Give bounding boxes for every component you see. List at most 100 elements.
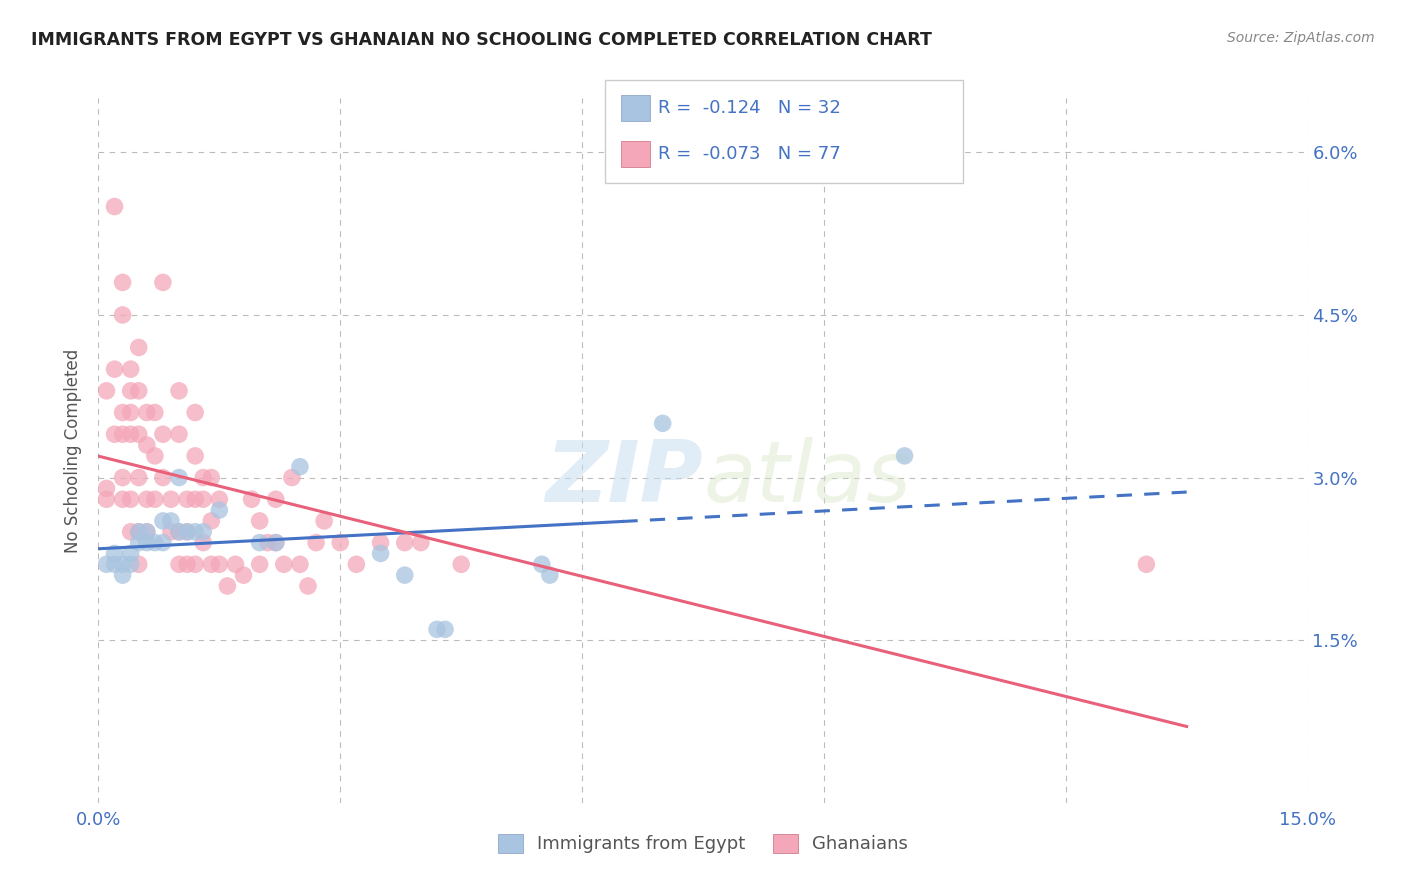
Point — [184, 524, 207, 539]
Point — [893, 449, 915, 463]
Point — [176, 524, 198, 539]
Point — [200, 558, 222, 572]
Point — [273, 558, 295, 572]
Point — [193, 524, 215, 539]
Point — [160, 524, 183, 539]
Point — [1135, 558, 1157, 572]
Point — [370, 546, 392, 560]
Text: R =  -0.073   N = 77: R = -0.073 N = 77 — [658, 145, 841, 163]
Point — [120, 524, 142, 539]
Point — [128, 558, 150, 572]
Point — [394, 535, 416, 549]
Point — [167, 470, 190, 484]
Point — [111, 405, 134, 419]
Point — [128, 341, 150, 355]
Point — [176, 492, 198, 507]
Point — [111, 558, 134, 572]
Point — [176, 524, 198, 539]
Point — [264, 492, 287, 507]
Point — [120, 492, 142, 507]
Point — [193, 535, 215, 549]
Point — [111, 308, 134, 322]
Point — [120, 384, 142, 398]
Point — [135, 535, 157, 549]
Text: atlas: atlas — [703, 437, 911, 520]
Point — [120, 405, 142, 419]
Point — [184, 405, 207, 419]
Point — [264, 535, 287, 549]
Point — [167, 384, 190, 398]
Point — [370, 535, 392, 549]
Point — [434, 623, 457, 637]
Point — [111, 276, 134, 290]
Point — [152, 514, 174, 528]
Point — [249, 535, 271, 549]
Point — [111, 470, 134, 484]
Point — [256, 535, 278, 549]
Point — [120, 362, 142, 376]
Point — [208, 492, 231, 507]
Point — [111, 492, 134, 507]
Point — [128, 535, 150, 549]
Point — [249, 558, 271, 572]
Point — [103, 427, 125, 442]
Point — [160, 514, 183, 528]
Point — [530, 558, 553, 572]
Point — [152, 276, 174, 290]
Point — [200, 514, 222, 528]
Point — [96, 384, 118, 398]
Point — [193, 492, 215, 507]
Point — [152, 427, 174, 442]
Point — [344, 558, 367, 572]
Point — [135, 405, 157, 419]
Point — [135, 524, 157, 539]
Point — [208, 558, 231, 572]
Point — [143, 492, 166, 507]
Text: Source: ZipAtlas.com: Source: ZipAtlas.com — [1227, 31, 1375, 45]
Point — [288, 459, 311, 474]
Point — [297, 579, 319, 593]
Point — [288, 558, 311, 572]
Y-axis label: No Schooling Completed: No Schooling Completed — [65, 349, 83, 552]
Point — [184, 492, 207, 507]
Point — [135, 438, 157, 452]
Point — [167, 558, 190, 572]
Point — [538, 568, 561, 582]
Point — [200, 470, 222, 484]
Point — [160, 492, 183, 507]
Point — [208, 503, 231, 517]
Point — [314, 514, 336, 528]
Point — [329, 535, 352, 549]
Point — [240, 492, 263, 507]
Point — [103, 558, 125, 572]
Point — [394, 568, 416, 582]
Point — [103, 200, 125, 214]
Point — [128, 427, 150, 442]
Point — [426, 623, 449, 637]
Point — [167, 524, 190, 539]
Point — [103, 362, 125, 376]
Point — [135, 524, 157, 539]
Point — [281, 470, 304, 484]
Text: ZIP: ZIP — [546, 437, 703, 520]
Point — [128, 384, 150, 398]
Point — [450, 558, 472, 572]
Legend: Immigrants from Egypt, Ghanaians: Immigrants from Egypt, Ghanaians — [491, 827, 915, 861]
Point — [120, 546, 142, 560]
Point — [96, 558, 118, 572]
Point — [249, 514, 271, 528]
Point — [217, 579, 239, 593]
Text: IMMIGRANTS FROM EGYPT VS GHANAIAN NO SCHOOLING COMPLETED CORRELATION CHART: IMMIGRANTS FROM EGYPT VS GHANAIAN NO SCH… — [31, 31, 932, 49]
Point — [143, 405, 166, 419]
Point — [264, 535, 287, 549]
Point — [409, 535, 432, 549]
Point — [167, 524, 190, 539]
Point — [135, 492, 157, 507]
Point — [128, 470, 150, 484]
Point — [128, 524, 150, 539]
Point — [651, 417, 673, 431]
Point — [184, 558, 207, 572]
Point — [152, 535, 174, 549]
Point — [193, 470, 215, 484]
Point — [128, 524, 150, 539]
